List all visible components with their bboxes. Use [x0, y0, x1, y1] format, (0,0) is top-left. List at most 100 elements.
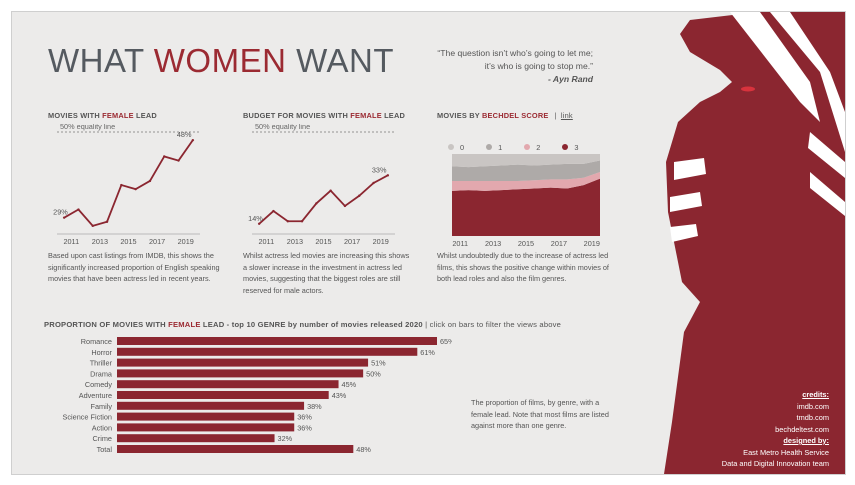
panel1-title: MOVIES WITH FEMALE LEAD — [48, 111, 157, 120]
category-label: Total — [97, 445, 113, 454]
credits: credits: imdb.com tmdb.com bechdeltest.c… — [722, 389, 829, 470]
designer-line-2: Data and Digital Innovation team — [721, 459, 829, 468]
x-tick-label: 2019 — [178, 237, 194, 246]
data-point — [148, 179, 152, 183]
series-line — [258, 174, 389, 225]
data-point — [300, 220, 304, 223]
bar-drama — [117, 369, 364, 378]
credits-heading: credits: — [802, 390, 829, 399]
bar-total — [117, 445, 354, 453]
bar-comedy — [117, 380, 339, 389]
area-series-2 — [452, 172, 600, 191]
designed-by-heading: designed by: — [783, 436, 829, 445]
x-tick-label: 2017 — [551, 239, 567, 246]
bar-horror — [117, 347, 418, 356]
legend-label: 2 — [536, 143, 541, 152]
illustration-arm-stripe — [670, 192, 702, 212]
bechdel-link[interactable]: link — [560, 111, 573, 120]
data-point — [62, 216, 66, 219]
illustration-arm-stripe — [810, 172, 845, 216]
data-point — [77, 208, 80, 211]
data-point — [163, 155, 166, 158]
panel1-description: Based upon cast listings from IMDB, this… — [48, 251, 220, 283]
legend-label: 1 — [498, 143, 503, 152]
x-tick-label: 2011 — [452, 239, 468, 246]
data-point — [372, 181, 375, 185]
x-tick-label: 2015 — [315, 237, 331, 246]
x-tick-label: 2013 — [485, 239, 501, 246]
category-label: Horror — [91, 348, 112, 357]
credit-imdb[interactable]: imdb.com — [796, 401, 829, 411]
bar-value-label: 43% — [332, 391, 347, 400]
x-tick-label: 2017 — [149, 237, 165, 246]
bar-value-label: 51% — [371, 359, 386, 368]
bar-adventure — [117, 391, 329, 399]
data-point — [329, 189, 332, 192]
bar-value-label: 36% — [297, 413, 312, 422]
quote-author: - Ayn Rand — [547, 74, 593, 84]
category-label: Family — [91, 402, 113, 411]
credit-bechdel[interactable]: bechdeltest.com — [775, 424, 829, 434]
bar-chart-note: The proportion of films, by genre, with … — [471, 398, 609, 430]
data-point — [120, 183, 123, 187]
category-label: Thriller — [90, 359, 113, 368]
bar-value-label: 38% — [307, 402, 322, 411]
designer-line-1: East Metro Health Service — [743, 447, 829, 457]
quote-line-1: “The question isn’t who’s going to let m… — [437, 48, 593, 58]
illustration-arm-stripe — [808, 132, 845, 178]
category-label: Comedy — [85, 380, 113, 389]
legend-item-1[interactable]: 1 — [486, 143, 502, 152]
first-value-label: 29% — [53, 208, 68, 217]
x-tick-label: 2019 — [584, 239, 600, 246]
bar-value-label: 32% — [278, 434, 293, 443]
x-tick-label: 2015 — [518, 239, 534, 246]
legend-item-2[interactable]: 2 — [524, 143, 540, 152]
legend-label: 0 — [460, 143, 465, 152]
budget-line-chart[interactable]: 50% equality line 14% 33% 2011 2013 2015 2017 2… — [237, 124, 402, 246]
legend-label: 3 — [574, 143, 579, 152]
woman-in-hat-illustration — [664, 12, 845, 474]
bar-thriller — [117, 358, 369, 367]
data-point — [177, 159, 180, 162]
page-title: WHAT WOMEN WANT — [48, 42, 395, 79]
legend-swatch — [448, 144, 454, 150]
category-label: Drama — [90, 369, 113, 378]
genre-bar-chart[interactable]: Romance 65% Horror 61% Thriller 51% Drama 50% Co… — [32, 334, 452, 464]
female-lead-line-chart[interactable]: 50% equality line 29% 48% 2011 2013 2015 2017 2… — [42, 124, 207, 246]
legend-item-0[interactable]: 0 — [448, 143, 464, 152]
illustration-figure — [664, 12, 845, 474]
legend-item-3[interactable]: 3 — [562, 143, 579, 152]
last-value-label: 48% — [177, 130, 192, 139]
first-value-label: 14% — [248, 214, 263, 223]
panel2-description: Whilst actress led movies are increasing… — [243, 251, 410, 295]
x-tick-label: 2015 — [120, 237, 136, 246]
bechdel-area-chart[interactable]: 2011 2013 2015 2017 2019 — [437, 150, 602, 246]
panel3-description: Whilst undoubtedly due to the increase o… — [437, 251, 609, 283]
bar-science-fiction — [117, 412, 295, 421]
bar-value-label: 50% — [366, 369, 381, 378]
illustration-arm-stripe — [670, 224, 698, 242]
x-tick-label: 2011 — [63, 237, 79, 246]
credit-tmdb[interactable]: tmdb.com — [796, 413, 829, 422]
illustration-lips — [741, 86, 755, 92]
illustration-hat-stripe — [770, 12, 845, 152]
data-point — [191, 138, 195, 142]
x-tick-label: 2019 — [373, 237, 389, 246]
bar-value-label: 36% — [297, 423, 312, 432]
bar-crime — [117, 434, 275, 443]
bar-value-label: 61% — [420, 348, 435, 357]
data-point — [386, 174, 390, 177]
last-value-label: 33% — [372, 165, 387, 174]
data-point — [343, 204, 347, 208]
illustration-hat-stripe — [730, 12, 820, 122]
data-point — [134, 187, 137, 191]
data-point — [315, 202, 318, 205]
equality-line-label: 50% equality line — [255, 124, 310, 131]
legend-swatch — [524, 144, 531, 150]
category-label: Science Fiction — [63, 413, 112, 422]
x-tick-label: 2013 — [287, 237, 303, 246]
dashboard-frame: WHAT WOMEN WANT “The question isn’t who’… — [11, 11, 846, 475]
bar-value-label: 48% — [356, 445, 371, 454]
category-label: Romance — [81, 337, 112, 346]
quote-line-2: it’s who is going to stop me.” — [484, 61, 593, 71]
